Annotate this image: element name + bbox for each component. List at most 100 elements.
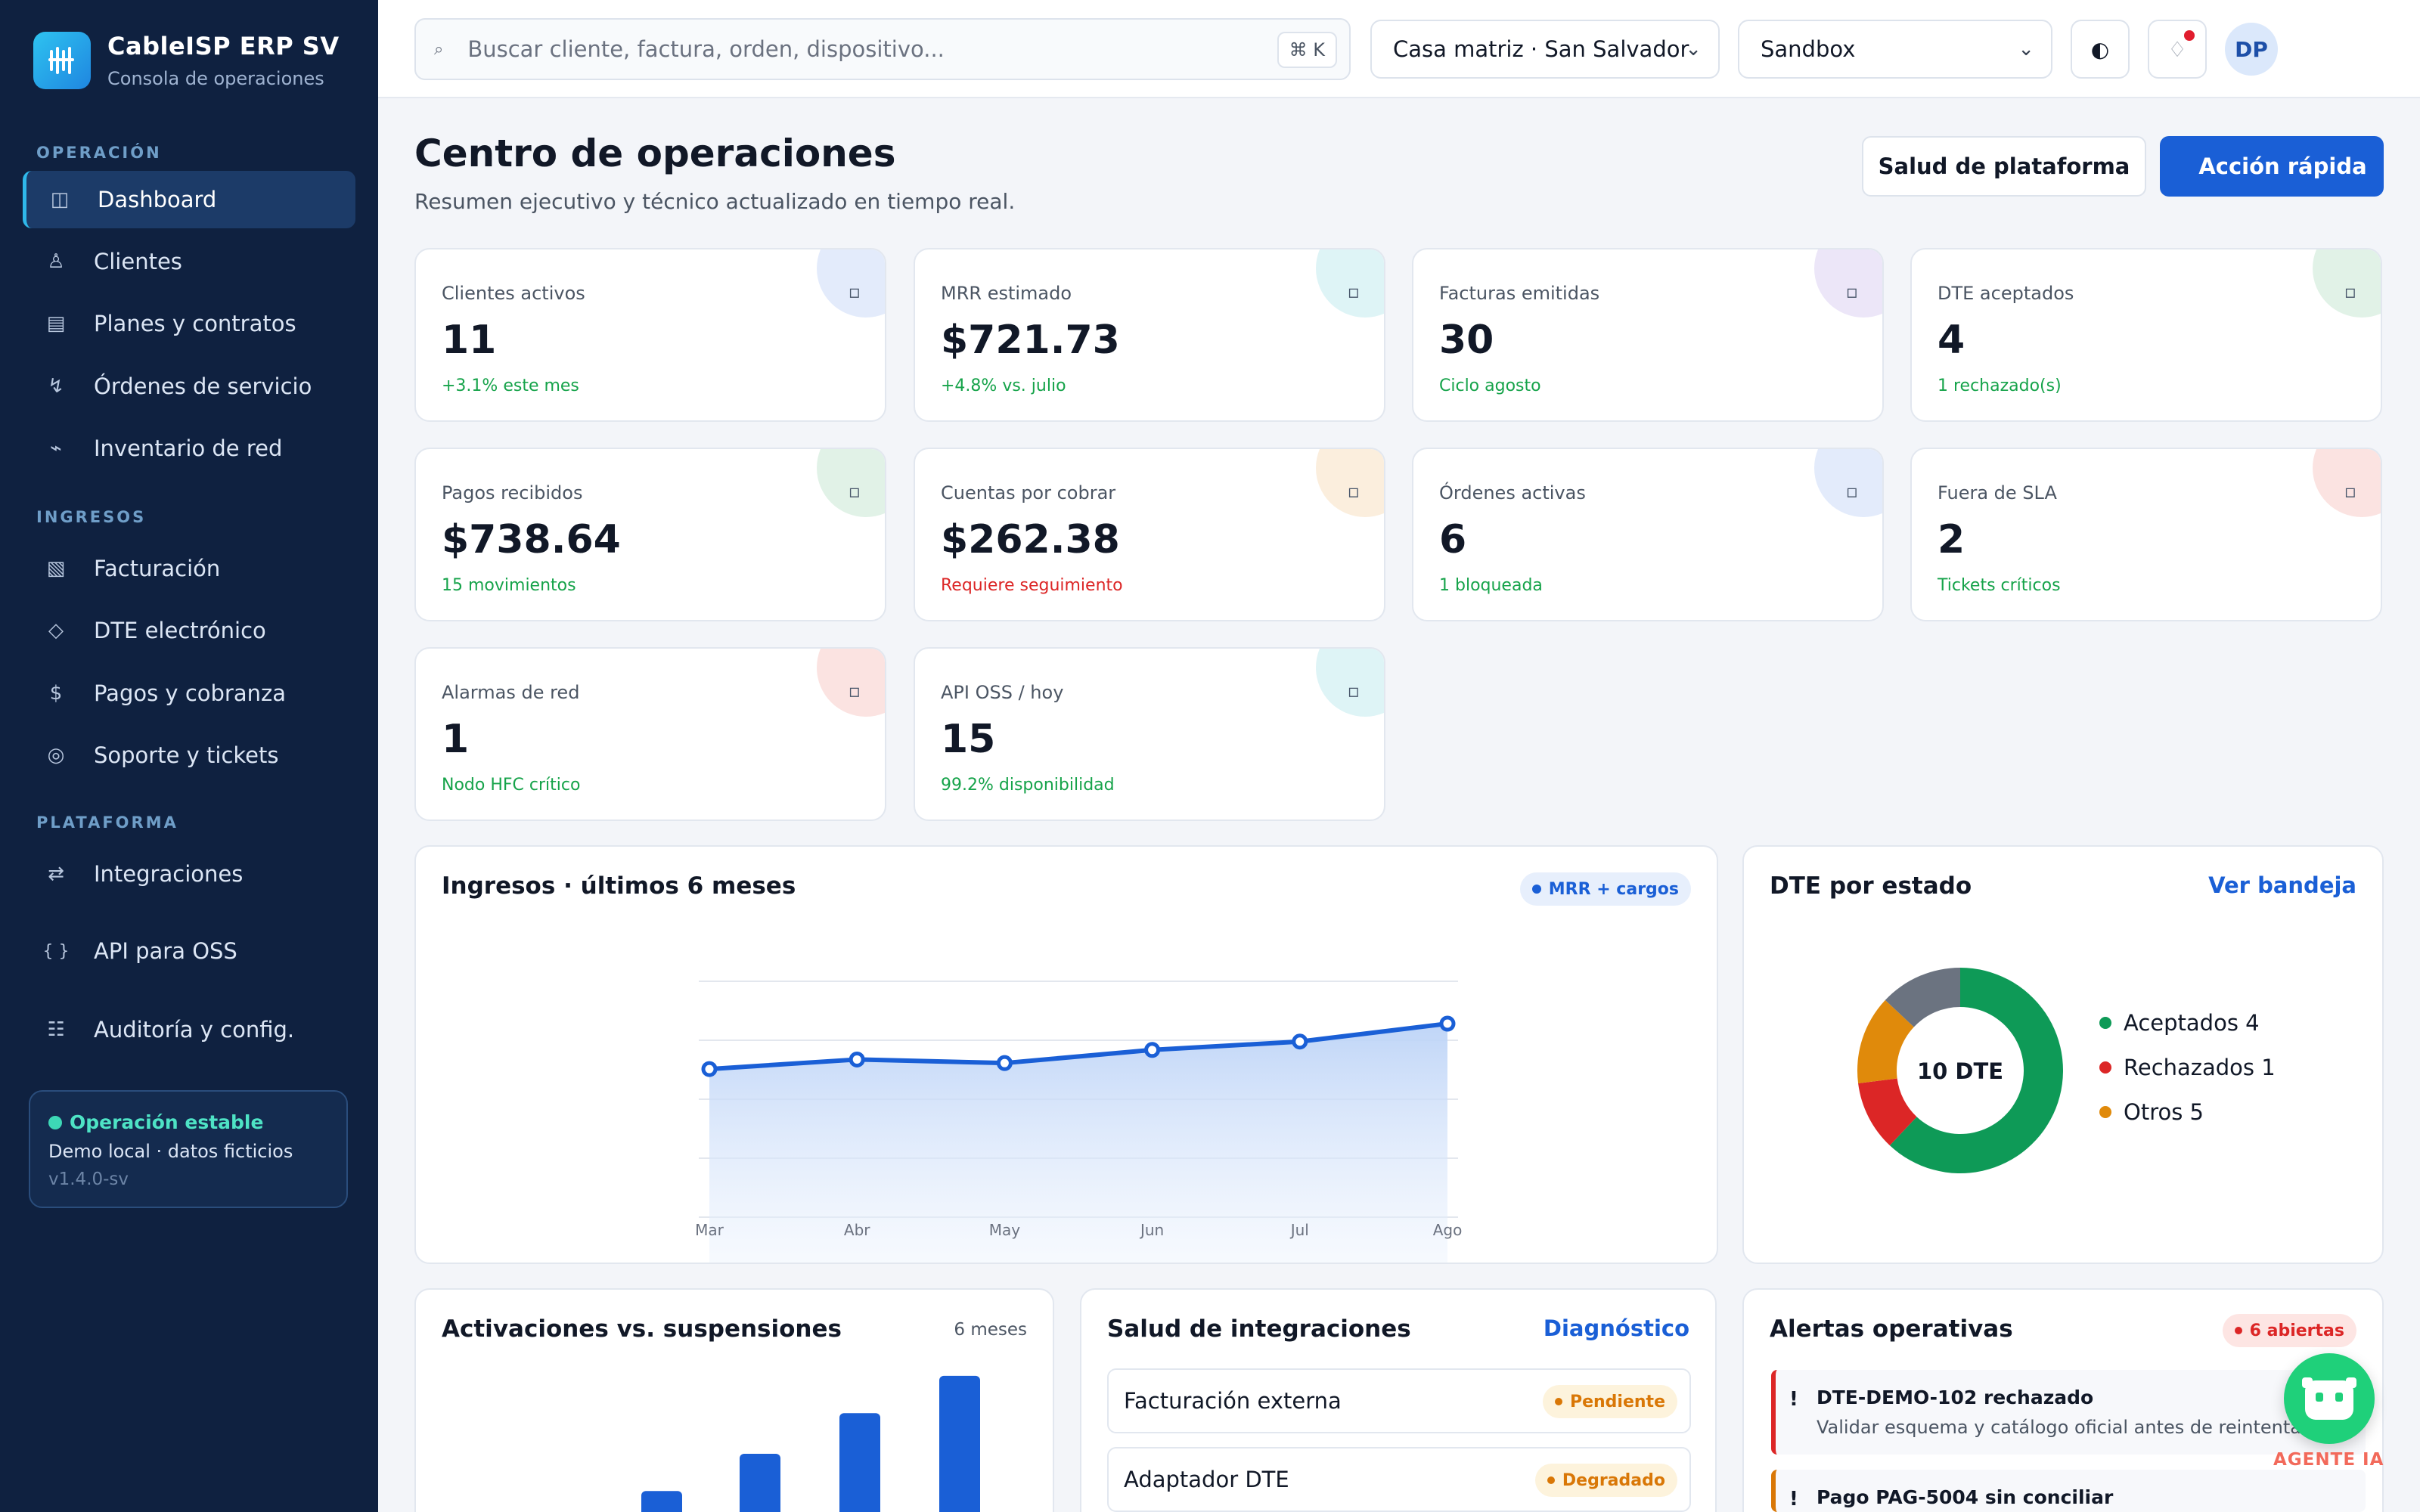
kpi-icon: ▫ [1845,481,1858,502]
search-icon: ⌕ [434,39,444,59]
dte-panel: DTE por estado Ver bandeja 10 DTE [1742,845,2384,1264]
legend-dot [2099,1106,2111,1118]
kpi-card[interactable]: ▫ Cuentas por cobrar $262.38 Requiere segui… [914,448,1385,621]
status-line: Demo local · datos ficticios [48,1141,293,1162]
kpi-card[interactable]: ▫ Clientes activos 11 +3.1% este mes [414,248,886,422]
kpi-card[interactable]: ▫ API OSS / hoy 15 99.2% disponibilidad [914,647,1385,821]
dte-donut-chart: 10 DTE [1857,968,2063,1173]
alert-icon: ! [1789,1388,1798,1411]
revenue-point [849,1051,865,1067]
page-subtitle: Resumen ejecutivo y técnico actualizado … [414,189,1016,214]
sidebar-item-pagos[interactable]: $ Pagos y cobranza [23,665,355,722]
shortcut-badge: ⌘ K [1277,32,1337,68]
search-input[interactable]: ⌕ Buscar cliente, factura, orden, dispos… [414,18,1351,80]
integration-status-badge: Pendiente [1542,1385,1677,1418]
sidebar-item-planes[interactable]: ▤ Planes y contratos [23,295,355,352]
ai-agent-label: AGENTE IA [2273,1450,2384,1470]
kpi-note: 1 bloqueada [1439,576,1543,595]
branch-select[interactable]: Casa matriz · San Salvador ⌄ [1370,20,1720,79]
contract-icon: ▤ [46,312,66,335]
sidebar-item-dashboard[interactable]: ◫ Dashboard [23,171,355,228]
kpi-card[interactable]: ▫ MRR estimado $721.73 +4.8% vs. julio [914,248,1385,422]
sidebar-item-clientes[interactable]: ♙ Clientes [23,233,355,290]
dte-panel-title: DTE por estado [1770,872,1972,900]
quick-action-button[interactable]: Acción rápida [2160,136,2384,197]
kpi-icon: ▫ [1347,481,1360,502]
kpi-value: 30 [1439,318,1494,363]
status-dot-icon [1554,1398,1562,1405]
kpi-card[interactable]: ▫ DTE aceptados 4 1 rechazado(s) [1910,248,2382,422]
integration-row-facturacion[interactable]: Facturación externa Pendiente [1107,1368,1691,1433]
open-alerts-label: 6 abiertas [2249,1321,2344,1340]
alert-description: Validar esquema y catálogo oficial antes… [1817,1417,2313,1438]
chevron-down-icon: ⌄ [1685,38,1702,60]
donut-slice [1858,1078,1917,1146]
legend-dot [2099,1061,2111,1074]
brand[interactable]: CableISP ERP SV Consola de operaciones [33,32,340,89]
legend-label: Otros 5 [2124,1099,2204,1125]
theme-toggle-button[interactable]: ◐ [2071,20,2130,79]
badge-dot-icon [2234,1327,2242,1334]
status-card: Operación estable Demo local · datos fic… [29,1090,348,1208]
kpi-note: Requiere seguimiento [941,576,1123,595]
integration-name: Adaptador DTE [1124,1467,1289,1492]
revenue-area [709,1024,1447,1263]
x-tick-label: Abr [844,1221,870,1239]
sidebar-item-inventario[interactable]: ⌁ Inventario de red [23,420,355,477]
kpi-value: 4 [1938,318,1965,363]
view-inbox-link[interactable]: Ver bandeja [2208,872,2356,898]
kpi-value: 2 [1938,517,1965,562]
sidebar-item-integraciones[interactable]: ⇄ Integraciones [23,845,355,903]
donut-slice [1889,968,2063,1173]
invoice-icon: ▧ [46,557,66,580]
kpi-value: 15 [941,717,996,762]
braces-icon: { } [42,941,70,961]
kpi-card[interactable]: ▫ Órdenes activas 6 1 bloqueada [1412,448,1884,621]
x-tick-label: Mar [695,1221,724,1239]
donut-center-label: 10 DTE [1917,1058,2003,1084]
revenue-panel: Ingresos · últimos 6 meses MRR + cargos … [414,845,1718,1264]
donut-slice [1857,999,1914,1084]
kpi-note: Tickets críticos [1938,576,2061,595]
alert-item[interactable]: ! Pago PAG-5004 sin conciliar [1771,1470,2366,1512]
ai-agent-button[interactable] [2284,1353,2375,1444]
top-header: ⌕ Buscar cliente, factura, orden, dispos… [378,0,2420,98]
revenue-point [1144,1042,1161,1058]
sidebar-item-label: Planes y contratos [94,311,296,336]
sidebar-item-api[interactable]: { } API para OSS [23,922,355,980]
sidebar-item-ordenes[interactable]: ↯ Órdenes de servicio [23,358,355,415]
kpi-card[interactable]: ▫ Facturas emitidas 30 Ciclo agosto [1412,248,1884,422]
kpi-label: API OSS / hoy [941,682,1064,703]
kpi-card[interactable]: ▫ Pagos recibidos $738.64 15 movimientos [414,448,886,621]
kpi-value: 1 [442,717,470,762]
open-alerts-badge: 6 abiertas [2222,1314,2356,1347]
sidebar-item-label: Pagos y cobranza [94,680,286,706]
platform-health-button[interactable]: Salud de plataforma [1862,136,2146,197]
sidebar-item-dte[interactable]: ◇ DTE electrónico [23,602,355,659]
environment-select[interactable]: Sandbox ⌄ [1738,20,2052,79]
support-icon: ◎ [47,744,65,767]
kpi-card[interactable]: ▫ Alarmas de red 1 Nodo HFC crítico [414,647,886,821]
legend-dot [2099,1017,2111,1029]
kpi-card[interactable]: ▫ Fuera de SLA 2 Tickets críticos [1910,448,2382,621]
x-tick-label: Jul [1289,1221,1309,1239]
kpi-note: Nodo HFC crítico [442,776,581,795]
revenue-panel-title: Ingresos · últimos 6 meses [442,872,796,900]
user-icon: ♙ [47,250,65,273]
diagnostics-link[interactable]: Diagnóstico [1543,1315,1689,1341]
integration-row-dte[interactable]: Adaptador DTE Degradado [1107,1447,1691,1512]
alert-title: Pago PAG-5004 sin conciliar [1817,1486,2114,1508]
kpi-icon: ▫ [1347,281,1360,302]
sidebar-item-soporte[interactable]: ◎ Soporte y tickets [23,727,355,784]
sidebar-item-auditoria[interactable]: ☷ Auditoría y config. [23,1001,355,1058]
notification-dot [2184,30,2195,41]
alert-item[interactable]: ! DTE-DEMO-102 rechazado Validar esquema… [1771,1370,2366,1455]
notifications-button[interactable]: ♢ [2148,20,2207,79]
kpi-note: Ciclo agosto [1439,376,1541,395]
kpi-note: +4.8% vs. julio [941,376,1066,395]
kpi-icon: ▫ [2344,281,2356,302]
nav-section-operacion: OPERACIÓN [36,144,162,162]
avatar[interactable]: DP [2225,23,2278,76]
kpi-icon: ▫ [2344,481,2356,502]
sidebar-item-facturacion[interactable]: ▧ Facturación [23,540,355,597]
